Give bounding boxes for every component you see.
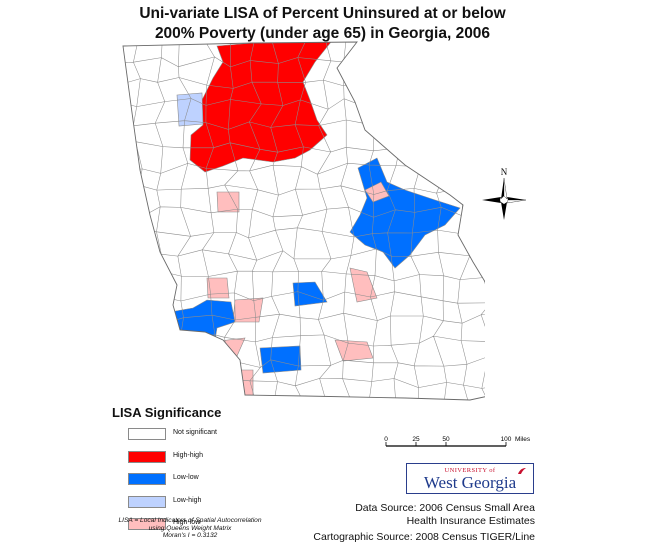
legend-label: High-low — [173, 519, 201, 526]
north-arrow: N — [482, 167, 527, 220]
scale-bar: 0 25 50 100 Miles — [384, 436, 531, 447]
lisa-notes: LISA = Local Indicators of Spatial Autoc… — [100, 517, 280, 540]
high-low-county-central-west — [216, 191, 240, 213]
map-title: Uni-variate LISA of Percent Uninsured at… — [0, 4, 645, 44]
data-source-line-2: Health Insurance Estimates — [406, 515, 535, 527]
legend-label: Low-low — [173, 474, 199, 481]
data-source-line-1: Data Source: 2006 Census Small Area — [355, 502, 535, 514]
map-title-line-2: 200% Poverty (under age 65) in Georgia, … — [154, 25, 491, 42]
legend-label: High-high — [173, 451, 203, 459]
high-low-county-south-border — [228, 369, 254, 400]
logo-university-of: UNIVERSITY of — [444, 467, 496, 474]
georgia-state-outline — [122, 41, 485, 401]
legend-swatch — [128, 450, 166, 463]
high-low-county-east — [364, 181, 390, 203]
high-low-county-southwest-1 — [206, 277, 230, 299]
legend-swatch — [128, 428, 166, 440]
scale-label-50: 50 — [442, 436, 450, 443]
cartographic-source: Cartographic Source: 2008 Census TIGER/L… — [313, 531, 535, 543]
scale-label-0: 0 — [384, 436, 388, 443]
legend-label: Low-high — [173, 496, 202, 504]
compass-north-highlight — [503, 177, 508, 200]
lisa-note-matrix: using Queens Weight Matrix — [148, 524, 232, 532]
scale-label-25: 25 — [412, 436, 420, 443]
legend-swatch — [128, 495, 166, 508]
legend-label: Not significant — [173, 429, 217, 436]
compass-west-point — [482, 197, 501, 203]
north-arrow-label: N — [501, 167, 508, 177]
high-low-county-east-central — [349, 267, 378, 303]
logo-west-georgia: West Georgia — [423, 473, 517, 492]
legend-swatch — [128, 518, 166, 530]
low-low-county-south — [259, 345, 302, 374]
lisa-note-morans-i: Moran's I = 0.3132 — [162, 532, 218, 540]
legend-swatch — [128, 473, 166, 485]
lisa-note-definition: LISA = Local Indicators of Spatial Autoc… — [118, 517, 262, 524]
logo-flame-icon — [518, 468, 526, 474]
low-low-county-central — [292, 281, 328, 307]
georgia-county-map — [122, 41, 485, 401]
map-title-line-1: Uni-variate LISA of Percent Uninsured at… — [139, 5, 506, 22]
legend-title: LISA Significance — [112, 405, 222, 420]
scale-label-100: 100 — [501, 436, 512, 443]
university-logo: UNIVERSITY of West Georgia — [406, 463, 534, 494]
compass-south-point — [501, 202, 507, 220]
compass-east-highlight — [506, 199, 527, 204]
scale-unit: Miles — [515, 436, 531, 443]
